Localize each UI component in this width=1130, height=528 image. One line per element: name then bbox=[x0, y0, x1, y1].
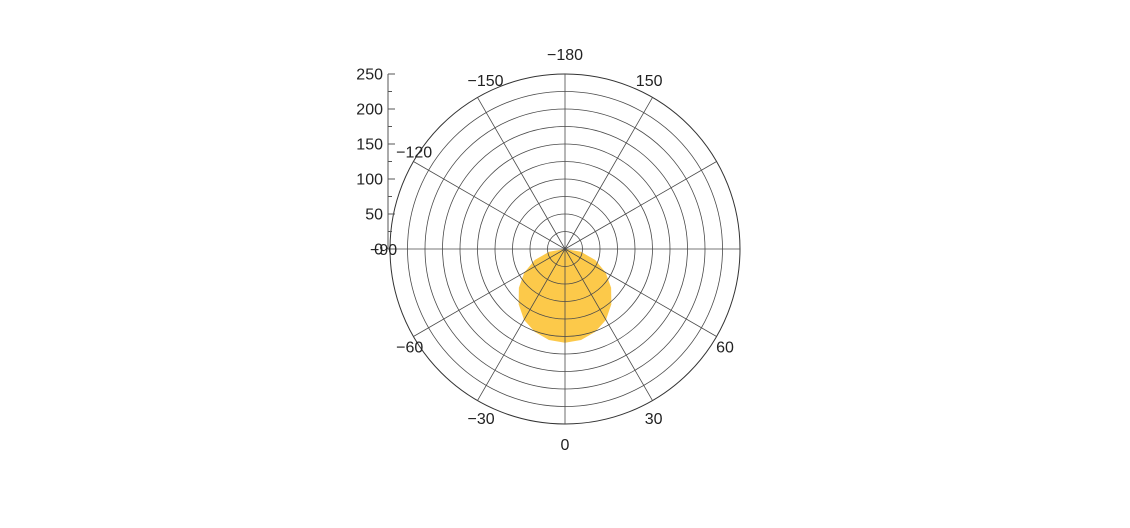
grid-spoke-300 bbox=[413, 248, 566, 337]
grid-spoke-210 bbox=[477, 97, 566, 250]
radial-axis bbox=[387, 73, 395, 250]
radial-tick-label-150: 150 bbox=[356, 137, 383, 154]
polar-grid bbox=[389, 73, 741, 425]
grid-spoke-330 bbox=[477, 248, 566, 401]
angle-tick-label-150: 150 bbox=[636, 73, 663, 90]
grid-spoke-120 bbox=[564, 161, 717, 250]
angle-tick-label-minus150: −150 bbox=[468, 73, 504, 90]
grid-spoke-30 bbox=[564, 248, 653, 401]
radial-tick-label-50: 50 bbox=[365, 207, 383, 224]
angle-tick-label-minus60: −60 bbox=[396, 340, 423, 357]
radial-tick-label-250: 250 bbox=[356, 67, 383, 84]
angle-tick-label-minus30: −30 bbox=[468, 411, 495, 428]
angle-tick-label-minus180: −180 bbox=[547, 47, 583, 64]
angle-tick-label-minus90: −90 bbox=[370, 242, 397, 259]
grid-spoke-240 bbox=[413, 161, 566, 250]
grid-spoke-150 bbox=[564, 97, 653, 250]
angle-tick-label-0: 0 bbox=[561, 437, 570, 454]
radial-tick-label-0: 0 bbox=[374, 242, 383, 259]
angle-tick-label-minus120: −120 bbox=[396, 145, 432, 162]
radial-tick-label-200: 200 bbox=[356, 102, 383, 119]
tick-labels: 0 50 100 150 200 250 0 30 60 150 −30 −60 −90 −120 −150… bbox=[356, 47, 734, 454]
angle-tick-label-60: 60 bbox=[716, 340, 734, 357]
radial-tick-label-100: 100 bbox=[356, 172, 383, 189]
angle-tick-label-30: 30 bbox=[645, 411, 663, 428]
grid-spoke-60 bbox=[564, 248, 717, 337]
